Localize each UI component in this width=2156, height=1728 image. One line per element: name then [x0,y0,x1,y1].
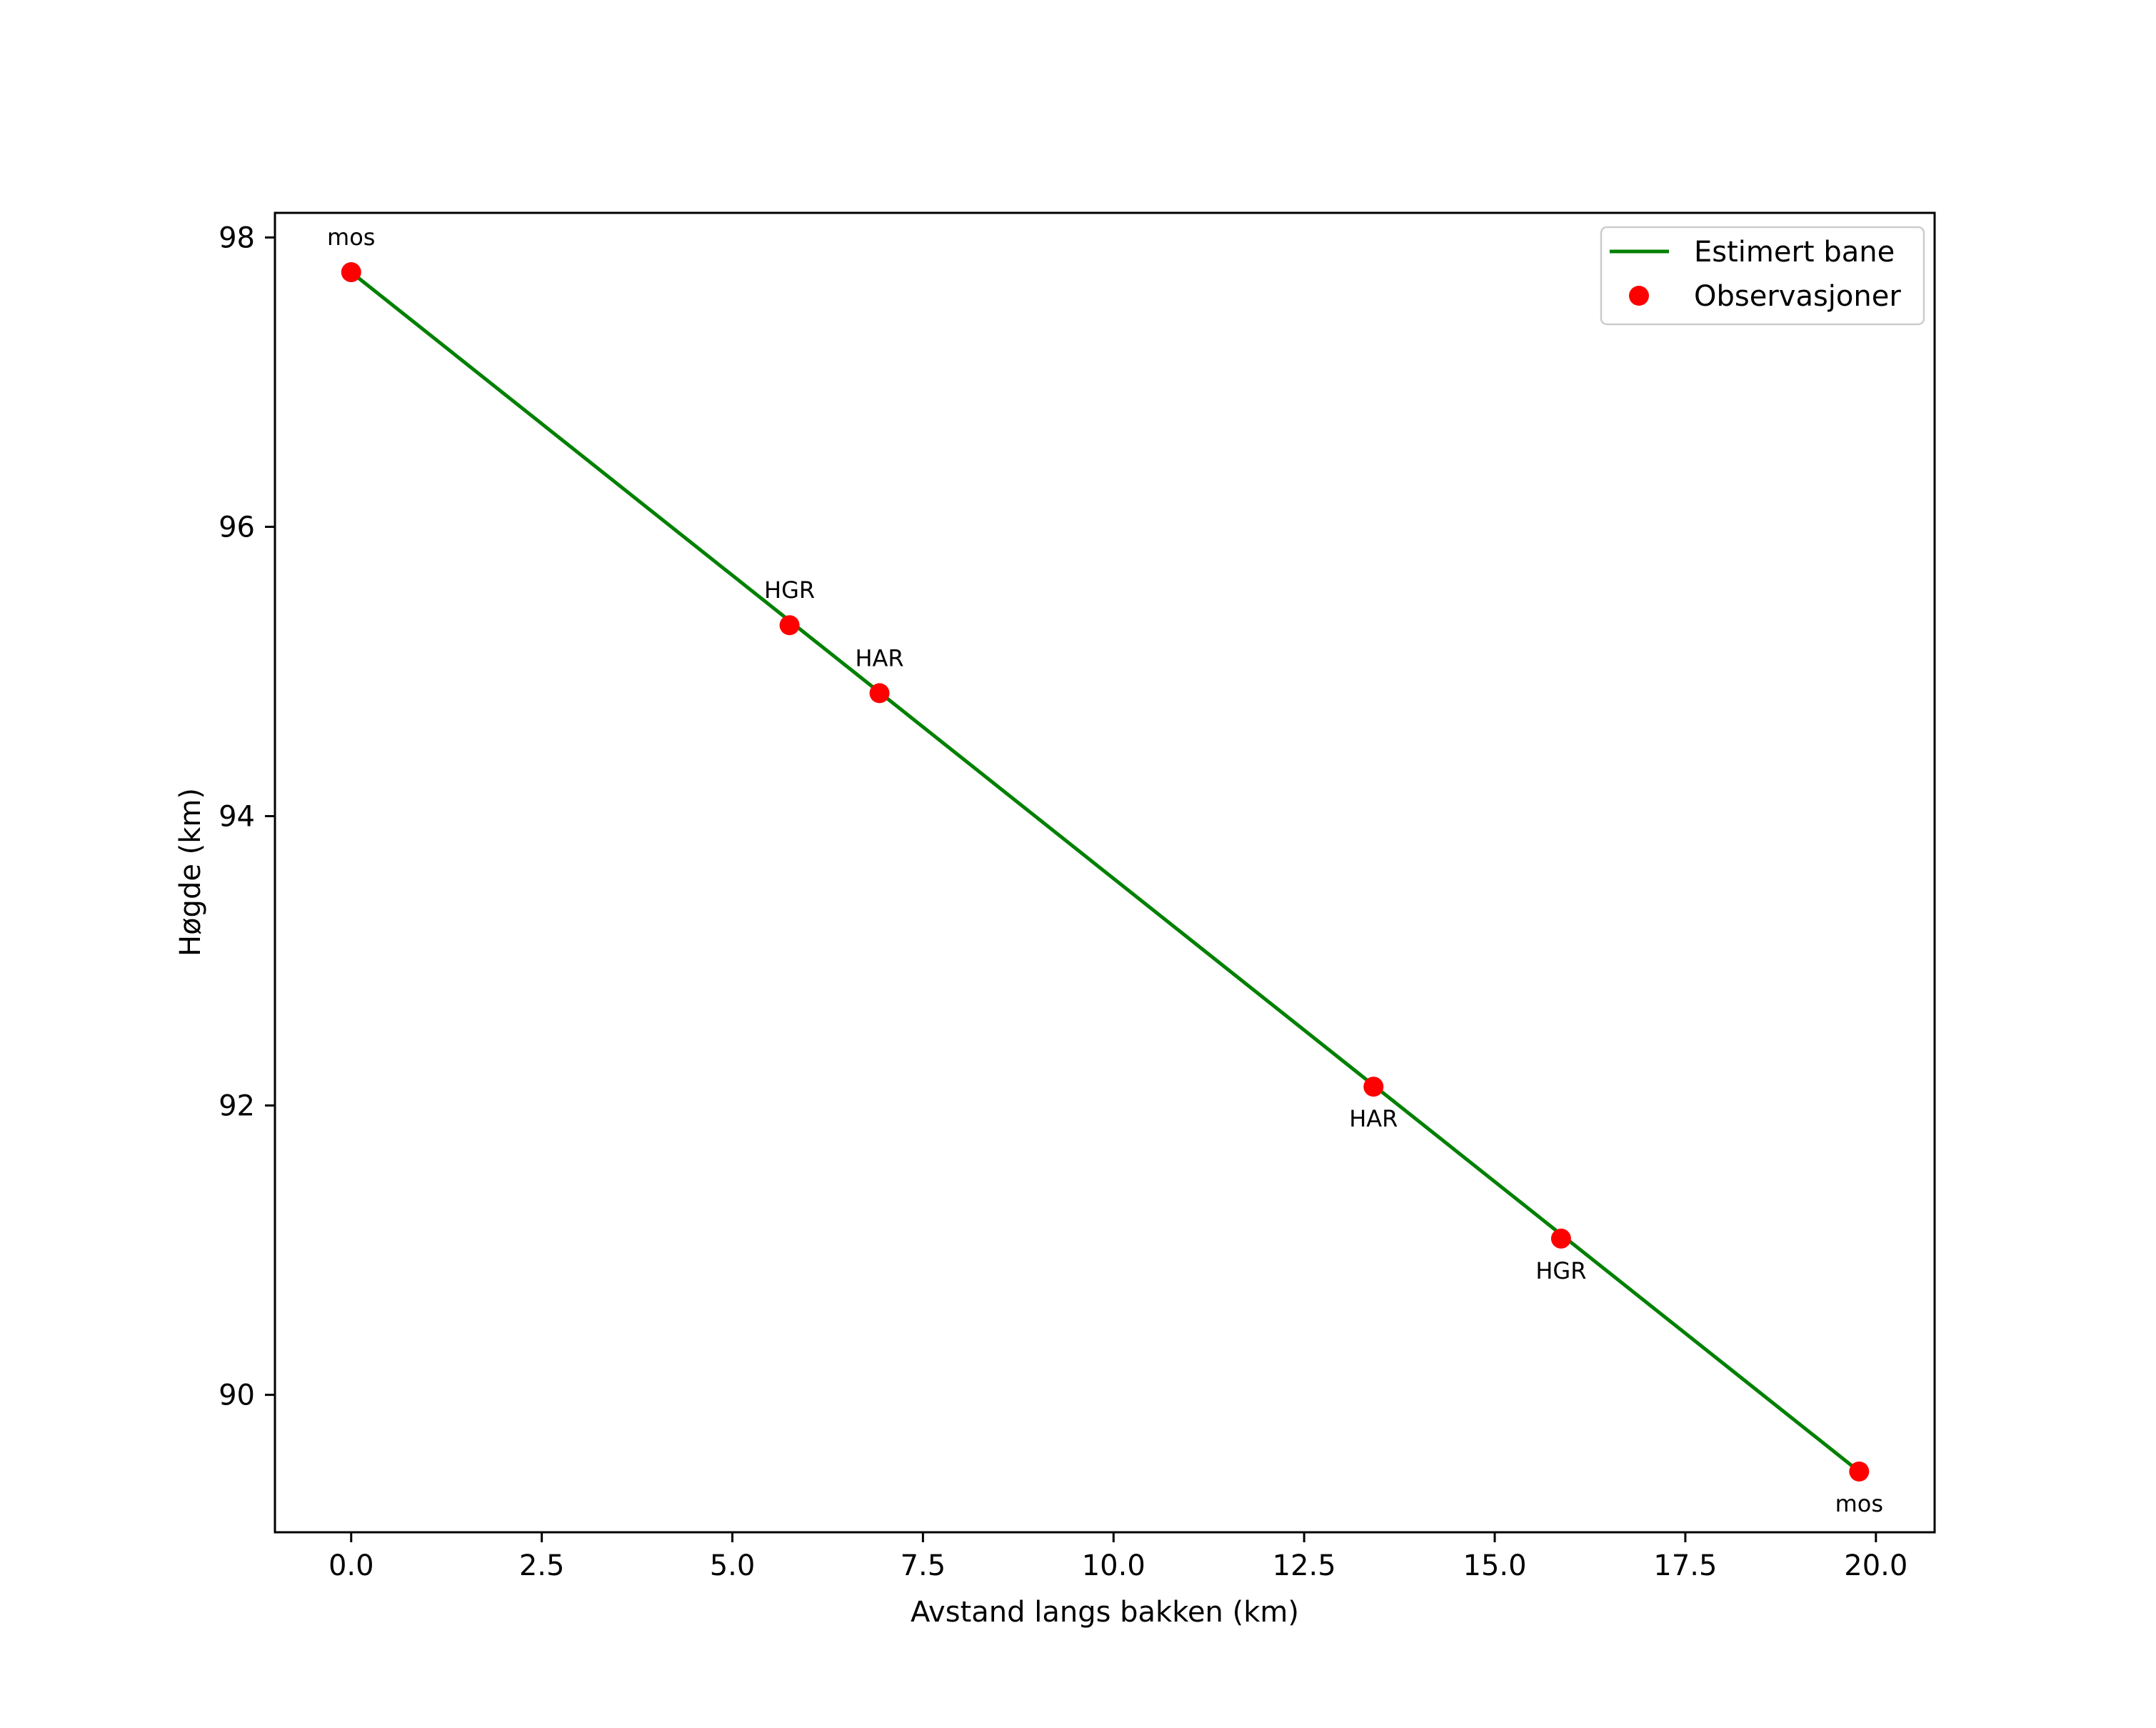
observation-point [1849,1461,1870,1482]
x-tick-label: 10.0 [1082,1549,1145,1582]
station-label: HAR [1349,1105,1398,1132]
plot-area: mos HGR HAR HAR HGR mos [327,224,1883,1517]
observation-point [1363,1077,1384,1097]
x-tick-label: 12.5 [1273,1549,1336,1582]
trajectory-line [350,271,1860,1473]
observation-point [869,683,890,704]
y-tick-label: 90 [219,1379,255,1412]
x-tick-label: 20.0 [1844,1549,1907,1582]
legend-label-dot: Observasjoner [1694,280,1901,313]
x-tick-label: 15.0 [1463,1549,1527,1582]
station-label: mos [327,224,375,251]
x-tick-label: 7.5 [901,1549,946,1582]
station-label: HGR [764,576,815,604]
station-label: mos [1835,1490,1883,1517]
x-axis-label: Avstand langs bakken (km) [911,1596,1299,1629]
x-axis-ticks: 0.0 2.5 5.0 7.5 10.0 12.5 15.0 17.5 20.0 [329,1532,1907,1582]
observation-point [341,262,361,283]
x-tick-label: 5.0 [710,1549,756,1582]
observation-point [779,615,800,636]
legend-label-line: Estimert bane [1694,236,1895,269]
y-axis-label: Høgde (km) [174,788,207,957]
legend: Estimert bane Observasjoner [1600,226,1925,326]
y-axis-ticks: 90 92 94 96 98 [219,221,275,1412]
legend-dot-icon [1629,286,1649,306]
y-tick-label: 94 [219,801,255,834]
station-label: HGR [1535,1257,1586,1284]
y-tick-label: 98 [219,221,255,254]
legend-box [1600,226,1925,326]
y-tick-label: 92 [219,1090,255,1123]
x-tick-label: 2.5 [519,1549,565,1582]
x-tick-label: 0.0 [329,1549,374,1582]
station-label: HAR [855,644,903,671]
observation-point [1550,1228,1571,1249]
x-tick-label: 17.5 [1653,1549,1717,1582]
y-tick-label: 96 [219,511,255,544]
axes-frame [274,211,1936,1534]
